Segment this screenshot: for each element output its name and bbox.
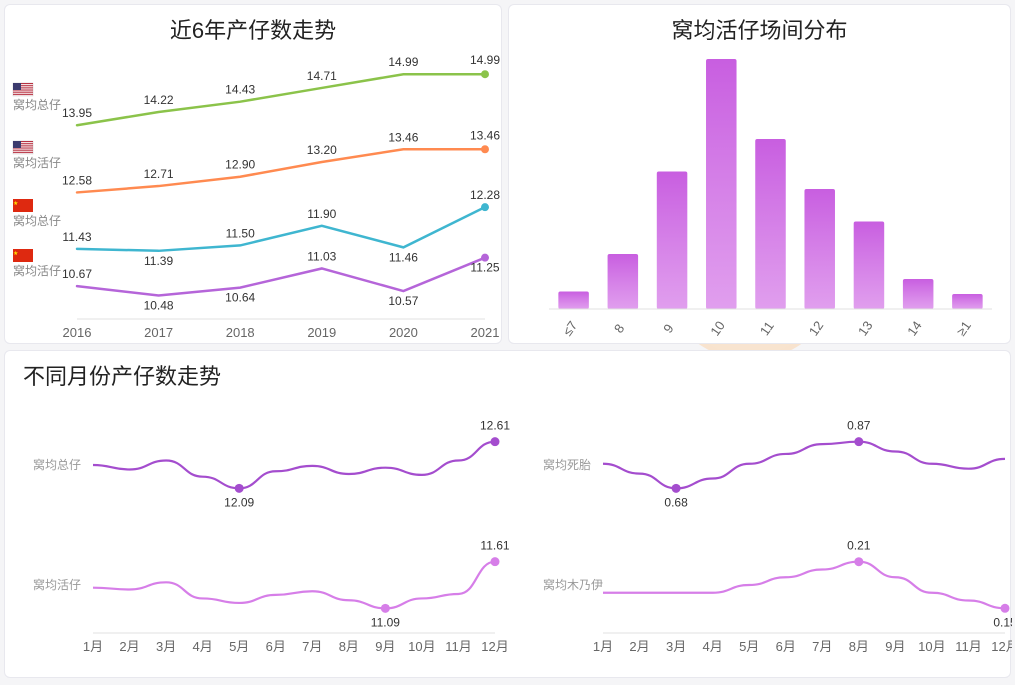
- panel-monthly-trend: 不同月份产仔数走势 12.09 12.61 窝均总仔 11.09 11.61 窝均活仔 1月…: [4, 350, 1011, 678]
- svg-text:11.46: 11.46: [389, 250, 418, 264]
- svg-text:窝均活仔: 窝均活仔: [33, 577, 81, 592]
- svg-text:窝均木乃伊: 窝均木乃伊: [543, 577, 603, 592]
- svg-text:7月: 7月: [812, 639, 832, 654]
- svg-text:0.68: 0.68: [664, 495, 688, 509]
- svg-text:12月: 12月: [481, 639, 508, 654]
- svg-text:11.25: 11.25: [470, 261, 499, 275]
- svg-text:8月: 8月: [849, 639, 869, 654]
- svg-text:窝均活仔: 窝均活仔: [13, 155, 61, 170]
- svg-text:9月: 9月: [375, 639, 395, 654]
- svg-text:12.61: 12.61: [480, 419, 510, 433]
- svg-text:10.64: 10.64: [225, 291, 255, 305]
- svg-text:≤7: ≤7: [560, 318, 581, 338]
- bar-chart-distribution: ≤7 8 9 10 11 12 13 14 ≥1: [509, 49, 1012, 349]
- svg-text:1月: 1月: [593, 639, 613, 654]
- svg-text:12.28: 12.28: [470, 188, 500, 202]
- svg-text:11.43: 11.43: [62, 230, 91, 244]
- svg-text:2016: 2016: [63, 325, 92, 340]
- svg-text:5月: 5月: [229, 639, 249, 654]
- svg-text:2021: 2021: [471, 325, 500, 340]
- svg-text:2017: 2017: [144, 325, 173, 340]
- svg-text:14.71: 14.71: [307, 69, 337, 83]
- svg-text:4月: 4月: [703, 639, 723, 654]
- svg-text:8: 8: [611, 321, 627, 336]
- svg-text:11: 11: [757, 319, 777, 339]
- svg-text:10.67: 10.67: [62, 267, 92, 281]
- svg-text:2020: 2020: [389, 325, 418, 340]
- svg-text:11月: 11月: [445, 639, 472, 654]
- svg-text:13.20: 13.20: [307, 143, 337, 157]
- svg-text:12.90: 12.90: [225, 158, 255, 172]
- svg-text:11.39: 11.39: [144, 254, 173, 268]
- svg-text:13.95: 13.95: [62, 106, 92, 120]
- svg-text:11.90: 11.90: [307, 207, 336, 221]
- svg-text:2月: 2月: [629, 639, 649, 654]
- svg-text:13.46: 13.46: [470, 128, 500, 142]
- svg-text:0.15: 0.15: [993, 615, 1012, 629]
- small-multiples-chart: 12.09 12.61 窝均总仔 11.09 11.61 窝均活仔 1月 2月 3月 4月 5月 6月…: [5, 395, 1012, 685]
- svg-text:3月: 3月: [156, 639, 176, 654]
- svg-text:14.99: 14.99: [470, 53, 500, 67]
- svg-text:≥1: ≥1: [953, 318, 974, 338]
- svg-text:2019: 2019: [307, 325, 336, 340]
- svg-text:12.71: 12.71: [144, 167, 174, 181]
- chart-title: 近6年产仔数走势: [5, 5, 501, 49]
- svg-text:10月: 10月: [918, 639, 945, 654]
- line-chart-6year: 201620172018201920202021窝均总仔窝均活仔窝均总仔窝均活仔…: [5, 49, 503, 349]
- svg-text:5月: 5月: [739, 639, 759, 654]
- svg-text:14.99: 14.99: [388, 55, 418, 69]
- panel-6year-trend: 近6年产仔数走势 201620172018201920202021窝均总仔窝均活…: [4, 4, 502, 344]
- svg-text:窝均总仔: 窝均总仔: [33, 457, 81, 472]
- svg-text:2月: 2月: [119, 639, 139, 654]
- svg-text:6月: 6月: [776, 639, 796, 654]
- svg-text:0.87: 0.87: [847, 419, 871, 433]
- chart-title: 窝均活仔场间分布: [509, 5, 1010, 49]
- svg-text:窝均总仔: 窝均总仔: [13, 97, 61, 112]
- svg-text:3月: 3月: [666, 639, 686, 654]
- svg-text:11.03: 11.03: [307, 249, 336, 263]
- svg-text:4月: 4月: [193, 639, 213, 654]
- svg-text:12.58: 12.58: [62, 173, 92, 187]
- svg-text:0.21: 0.21: [847, 539, 871, 553]
- svg-text:10.48: 10.48: [144, 298, 174, 312]
- svg-text:14: 14: [904, 318, 925, 338]
- svg-text:8月: 8月: [339, 639, 359, 654]
- svg-text:10月: 10月: [408, 639, 435, 654]
- svg-text:10.57: 10.57: [388, 294, 418, 308]
- svg-text:11月: 11月: [955, 639, 982, 654]
- svg-text:11.09: 11.09: [371, 615, 400, 629]
- svg-text:9: 9: [660, 321, 676, 336]
- chart-title: 不同月份产仔数走势: [5, 351, 1010, 395]
- svg-text:12.09: 12.09: [224, 495, 254, 509]
- svg-text:窝均总仔: 窝均总仔: [13, 213, 61, 228]
- svg-text:10: 10: [707, 318, 728, 338]
- svg-text:14.22: 14.22: [144, 93, 174, 107]
- svg-text:13: 13: [855, 318, 876, 338]
- svg-text:9月: 9月: [885, 639, 905, 654]
- svg-text:1月: 1月: [83, 639, 103, 654]
- svg-text:窝均死胎: 窝均死胎: [543, 457, 591, 472]
- svg-text:12月: 12月: [991, 639, 1012, 654]
- svg-text:窝均活仔: 窝均活仔: [13, 263, 61, 278]
- svg-text:13.46: 13.46: [388, 130, 418, 144]
- panel-distribution: 窝均活仔场间分布 ≤7 8 9 10 11 12 13 14 ≥1: [508, 4, 1011, 344]
- svg-text:12: 12: [806, 318, 827, 338]
- svg-text:6月: 6月: [266, 639, 286, 654]
- svg-text:11.50: 11.50: [226, 226, 255, 240]
- svg-text:14.43: 14.43: [225, 83, 255, 97]
- svg-text:7月: 7月: [302, 639, 322, 654]
- svg-text:2018: 2018: [226, 325, 255, 340]
- svg-text:11.61: 11.61: [480, 539, 509, 553]
